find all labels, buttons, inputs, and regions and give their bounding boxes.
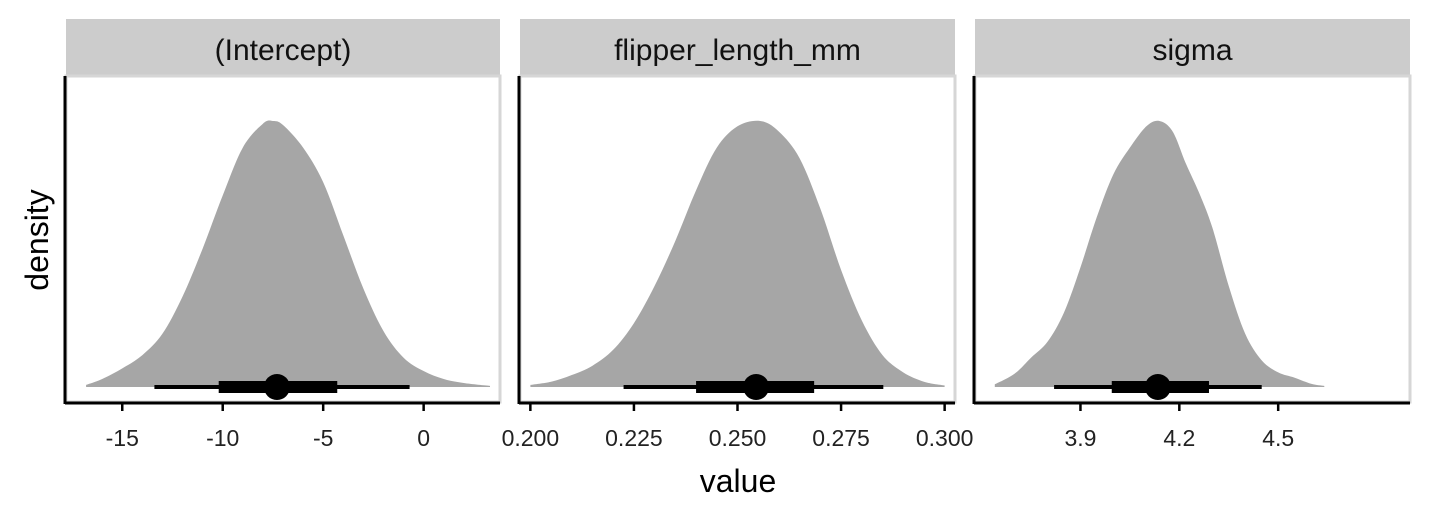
x-tick-label: 0: [417, 425, 430, 451]
density-area: [530, 120, 945, 387]
density-area: [994, 120, 1325, 387]
x-tick-label: 4.2: [1163, 425, 1195, 451]
facet-panel: (Intercept) -15 -10 -5 0: [63, 19, 502, 451]
facet-strip-label: (Intercept): [215, 34, 352, 67]
x-tick-label: 0.275: [812, 425, 870, 451]
x-axis-title: value: [700, 463, 777, 499]
x-tick-label: 3.9: [1064, 425, 1096, 451]
facet-strip-label: flipper_length_mm: [614, 34, 861, 67]
facet-strip: [975, 19, 1410, 76]
x-tick-label: 0.200: [502, 425, 560, 451]
facet-strip: [520, 19, 955, 76]
x-tick-label: 0.300: [916, 425, 974, 451]
point-estimate: [1144, 374, 1171, 400]
facet-strip: [66, 19, 500, 76]
facet-panel: flipper_length_mm 0.200 0.225 0.250 0.275 0.3…: [502, 19, 974, 451]
x-tick-label: 4.5: [1262, 425, 1294, 451]
density-area: [86, 120, 490, 388]
point-estimate: [263, 374, 290, 400]
x-tick-label: -5: [313, 425, 333, 451]
y-axis-title: density: [19, 189, 55, 290]
point-estimate: [743, 374, 770, 400]
x-tick-label: -15: [106, 425, 139, 451]
facet-panels: (Intercept) -15 -10 -5 0 flipper_length_mm 0.2…: [63, 19, 1412, 451]
x-tick-label: 0.250: [709, 425, 767, 451]
x-tick-label: -10: [206, 425, 239, 451]
facet-strip-label: sigma: [1152, 34, 1232, 67]
facet-panel: sigma 3.9 4.2 4.5: [972, 19, 1412, 451]
x-tick-label: 0.225: [605, 425, 663, 451]
